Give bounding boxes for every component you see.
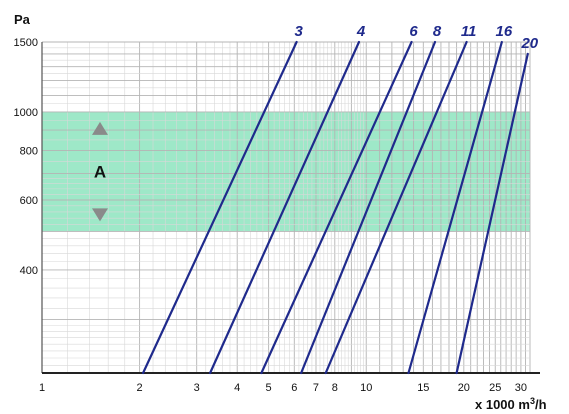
y-tick-label: 1000 bbox=[14, 107, 38, 119]
y-tick-label: 1500 bbox=[14, 37, 38, 49]
x-tick-label: 15 bbox=[417, 382, 429, 394]
axis-layer: 1500 1000 800 600 400 1 2 3 4 5 6 7 8 10 15 20 25 30 bbox=[14, 37, 540, 394]
x-tick-label: 20 bbox=[458, 382, 470, 394]
x-tick-label: 5 bbox=[266, 382, 272, 394]
series-label: 16 bbox=[495, 23, 512, 40]
series-line bbox=[260, 40, 413, 375]
series-line bbox=[324, 40, 468, 375]
series-line bbox=[407, 40, 503, 375]
x-tick-label: 3 bbox=[194, 382, 200, 394]
series-label: 3 bbox=[294, 23, 303, 40]
x-tick-label: 6 bbox=[291, 382, 297, 394]
y-tick-label: 400 bbox=[20, 265, 38, 277]
y-tick-label: 800 bbox=[20, 145, 38, 157]
series-label: 4 bbox=[356, 23, 366, 40]
y-tick-label: 600 bbox=[20, 195, 38, 207]
x-tick-label: 1 bbox=[39, 382, 45, 394]
series-line bbox=[455, 52, 529, 375]
series-line bbox=[209, 40, 361, 375]
label-layer: 3 4 6 8 11 16 20 A bbox=[92, 23, 539, 222]
x-tick-label: 7 bbox=[313, 382, 319, 394]
series-label: 11 bbox=[461, 23, 477, 40]
series-label: 8 bbox=[433, 23, 442, 40]
series-label: 20 bbox=[520, 35, 538, 52]
band-upper-arrow-icon bbox=[92, 121, 108, 135]
series-label: 6 bbox=[409, 23, 418, 40]
x-tick-label: 2 bbox=[137, 382, 143, 394]
x-tick-label: 10 bbox=[360, 382, 372, 394]
x-tick-label: 4 bbox=[234, 382, 240, 394]
x-tick-label: 25 bbox=[489, 382, 501, 394]
band-lower-arrow-icon bbox=[92, 208, 108, 222]
x-tick-label: 30 bbox=[515, 382, 527, 394]
x-tick-label: 8 bbox=[332, 382, 338, 394]
band-label: A bbox=[94, 163, 106, 182]
y-axis-unit: Pa bbox=[14, 12, 31, 27]
x-axis-unit: x 1000 m3/h bbox=[475, 396, 547, 412]
series-line bbox=[141, 40, 298, 375]
series-line bbox=[300, 40, 437, 375]
series-layer bbox=[141, 40, 529, 375]
